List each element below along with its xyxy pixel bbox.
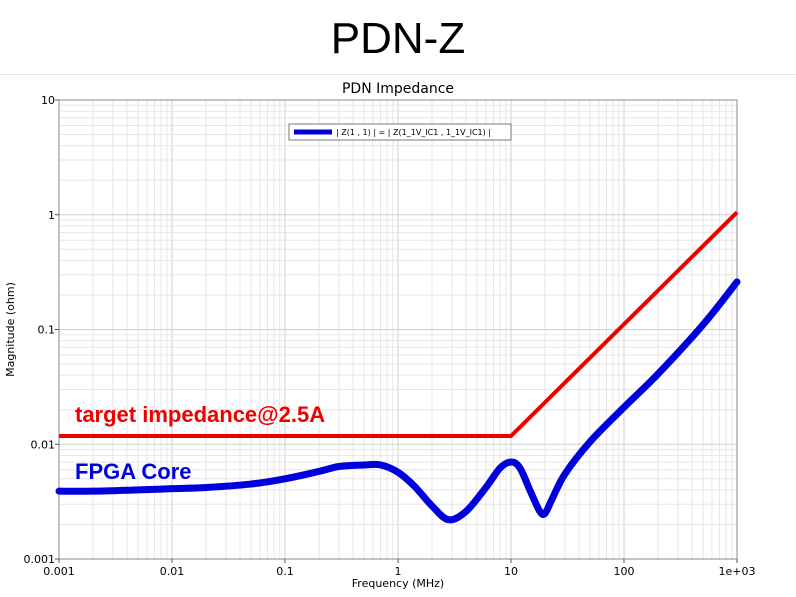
plot-frame: PDN Impedance 0.001 0.01 0.1 1 10 100 1e+03 0.0… bbox=[0, 74, 796, 597]
x-tick-label: 1e+03 bbox=[719, 565, 756, 578]
slide-title: PDN-Z bbox=[330, 14, 466, 63]
y-axis-label: Magnitude (ohm) bbox=[4, 282, 17, 377]
legend-entry: | Z(1 , 1) | = | Z(1_1V_IC1 , 1_1V_IC1) … bbox=[336, 128, 491, 137]
series-line-fpga-core bbox=[55, 278, 741, 524]
x-tick-label: 0.001 bbox=[43, 565, 75, 578]
x-tick-label: 10 bbox=[504, 565, 518, 578]
legend: | Z(1 , 1) | = | Z(1_1V_IC1 , 1_1V_IC1) … bbox=[288, 123, 512, 141]
y-tick-label: 0.1 bbox=[38, 324, 56, 337]
x-tick-label: 1 bbox=[395, 565, 402, 578]
x-axis-label: Frequency (MHz) bbox=[352, 577, 444, 590]
y-tick-label: 0.01 bbox=[31, 438, 56, 451]
chart-title: PDN Impedance bbox=[342, 81, 454, 97]
impedance-chart: PDN Impedance 0.001 0.01 0.1 1 10 100 1e+030.0… bbox=[4, 81, 756, 590]
y-tick-label: 0.001 bbox=[24, 553, 56, 566]
x-tick-label: 100 bbox=[614, 565, 635, 578]
tick-labels: 0.001 0.01 0.1 1 10 100 1e+03 0.001 0.01 0.1 1 10 bbox=[24, 94, 756, 578]
y-tick-label: 1 bbox=[48, 209, 55, 222]
series-line-target-impedance bbox=[59, 210, 739, 439]
y-tick-label: 10 bbox=[41, 94, 55, 107]
legend-box bbox=[288, 123, 512, 141]
grid-lines bbox=[58, 100, 737, 560]
fpga-core-annotation: FPGA Core bbox=[75, 459, 192, 484]
x-tick-label: 0.1 bbox=[276, 565, 294, 578]
target-impedance-annotation: target impedance@2.5A bbox=[75, 402, 325, 427]
series-lines bbox=[55, 210, 741, 524]
x-tick-label: 0.01 bbox=[160, 565, 185, 578]
